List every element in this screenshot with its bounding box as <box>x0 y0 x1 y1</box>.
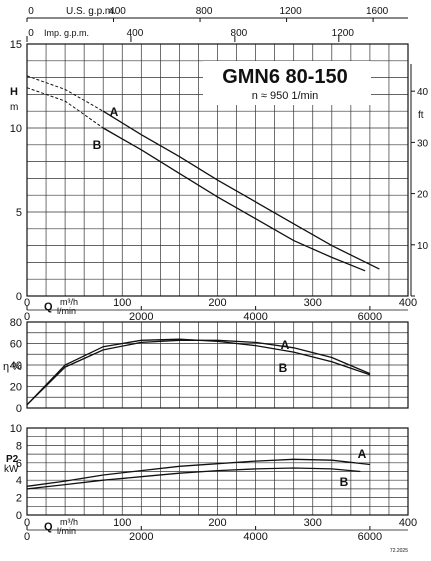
head-ylabel: H <box>10 86 18 98</box>
power-panel-frame <box>26 427 409 516</box>
efficiency-ytick-label: 80 <box>10 317 22 329</box>
ft-tick-label: 20 <box>417 190 429 201</box>
power-ytick-label: 8 <box>16 440 22 452</box>
mid-q-label: Q <box>44 301 53 313</box>
mid-m3h-tick-label: 0 <box>24 297 30 309</box>
impgpm-axis-label: Imp. g.p.m. <box>44 28 89 38</box>
power-ytick-label: 10 <box>10 423 22 435</box>
head-curve-label-A: A <box>110 105 119 119</box>
power-ylabel-unit: kW <box>4 464 19 475</box>
bottom-lmin-tick-label: 6000 <box>358 531 382 543</box>
efficiency-ytick-label: 60 <box>10 339 22 351</box>
usgpm-axis-label: U.S. g.p.m. <box>66 6 116 17</box>
efficiency-curve-label-A: A <box>281 338 290 352</box>
bottom-m3h-tick-label: 200 <box>208 517 226 529</box>
ft-tick-label: 30 <box>417 138 429 149</box>
usgpm-tick-label: 1600 <box>366 6 389 17</box>
mid-unit-lmin: l/min <box>57 306 76 316</box>
efficiency-panel-frame <box>26 321 409 409</box>
power-curve-label-B: B <box>340 475 349 489</box>
impgpm-tick-label: 800 <box>231 28 248 39</box>
mid-m3h-tick-label: 200 <box>208 297 226 309</box>
efficiency-ytick-label: 20 <box>10 382 22 394</box>
power-ylabel: P2 <box>6 454 19 465</box>
bottom-lmin-tick-label: 2000 <box>129 531 153 543</box>
bottom-m3h-tick-label: 300 <box>304 517 322 529</box>
mid-lmin-tick-label: 0 <box>24 311 30 323</box>
bottom-m3h-tick-label: 100 <box>113 517 131 529</box>
ft-tick-label: 10 <box>417 241 429 252</box>
head-ytick-label: 10 <box>10 123 22 135</box>
reference-code: 72.2025 <box>390 548 408 554</box>
usgpm-tick-label: 0 <box>28 6 34 17</box>
impgpm-tick-label: 400 <box>127 28 144 39</box>
head-curve-B-dashed <box>26 87 104 129</box>
head-ylabel-unit: m <box>10 102 18 113</box>
head-curve-label-B: B <box>93 138 102 152</box>
mid-m3h-tick-label: 300 <box>304 297 322 309</box>
efficiency-curve-B <box>26 338 371 406</box>
bottom-lmin-tick-label: 4000 <box>243 531 267 543</box>
bottom-lmin-tick-label: 0 <box>24 531 30 543</box>
power-curve-A <box>26 458 370 487</box>
head-ytick-label: 15 <box>10 39 22 51</box>
usgpm-tick-label: 1200 <box>279 6 302 17</box>
efficiency-ytick-label: 0 <box>16 403 22 415</box>
power-ytick-label: 4 <box>16 475 22 487</box>
power-ytick-label: 2 <box>16 493 22 505</box>
mid-lmin-tick-label: 4000 <box>243 311 267 323</box>
power-curve-label-A: A <box>358 447 367 461</box>
head-curve-A <box>102 110 380 270</box>
head-panel-frame <box>26 43 409 297</box>
mid-m3h-tick-label: 100 <box>113 297 131 309</box>
chart-title: GMN6 80-150 <box>222 66 348 88</box>
mid-lmin-tick-label: 2000 <box>129 311 153 323</box>
head-curve-B <box>102 127 366 272</box>
ft-axis-label: ft <box>418 110 424 121</box>
power-curve-B <box>26 467 361 490</box>
head-ytick-label: 0 <box>16 291 22 303</box>
mid-lmin-tick-label: 6000 <box>358 311 382 323</box>
bottom-m3h-tick-label: 0 <box>24 517 30 529</box>
impgpm-tick-label: 1200 <box>332 28 355 39</box>
impgpm-tick-label: 0 <box>28 28 34 39</box>
efficiency-ylabel: η % <box>3 361 22 373</box>
mid-m3h-tick-label: 400 <box>399 297 417 309</box>
usgpm-tick-label: 800 <box>196 6 213 17</box>
bottom-unit-lmin: l/min <box>57 526 76 536</box>
bottom-m3h-tick-label: 400 <box>399 517 417 529</box>
head-curve-A-dashed <box>26 75 104 112</box>
bottom-q-label: Q <box>44 521 53 533</box>
mid-unit-m3h: m³/h <box>60 297 78 307</box>
efficiency-curve-label-B: B <box>279 361 288 375</box>
power-ytick-label: 0 <box>16 510 22 522</box>
usgpm-tick-label: 400 <box>109 6 126 17</box>
title-box <box>203 61 371 105</box>
efficiency-ytick-label: 40 <box>10 360 22 372</box>
bottom-unit-m3h: m³/h <box>60 517 78 527</box>
head-ytick-label: 5 <box>16 207 22 219</box>
ft-tick-label: 40 <box>417 87 429 98</box>
grid-layer <box>26 43 409 516</box>
power-ytick-label: 6 <box>16 458 22 470</box>
chart-subtitle: n ≈ 950 1/min <box>252 90 319 102</box>
